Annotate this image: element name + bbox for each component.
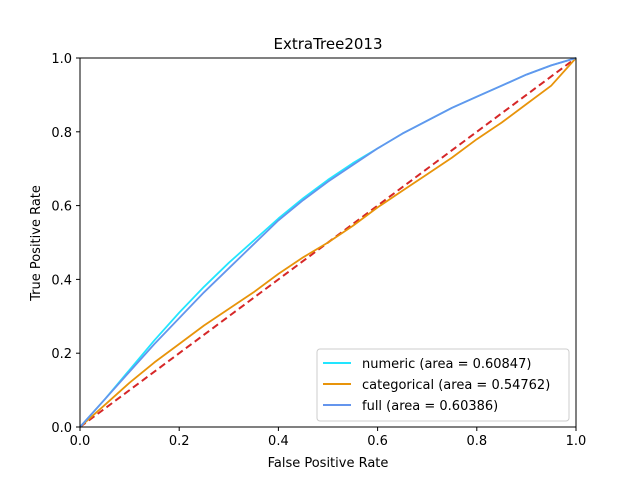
legend-label-2: full (area = 0.60386) bbox=[362, 399, 498, 414]
plot-area bbox=[79, 57, 577, 428]
x-tick-label: 0.6 bbox=[367, 434, 388, 449]
x-tick-label: 1.0 bbox=[566, 434, 587, 449]
y-tick-label: 0.4 bbox=[51, 273, 72, 288]
legend-label-0: numeric (area = 0.60847) bbox=[362, 357, 531, 372]
series-line-1 bbox=[79, 57, 577, 428]
legend-box bbox=[316, 348, 570, 422]
axes-frame bbox=[79, 57, 577, 428]
y-tick-label: 0.6 bbox=[51, 200, 72, 215]
x-axis-title: False Positive Rate bbox=[268, 456, 389, 471]
y-tick-label: 1.0 bbox=[51, 52, 72, 67]
y-axis-title: True Positive Rate bbox=[29, 185, 44, 302]
series-line-2 bbox=[79, 57, 577, 428]
legend-label-1: categorical (area = 0.54762) bbox=[362, 378, 550, 393]
x-tick-label: 0.4 bbox=[268, 434, 289, 449]
y-tick-label: 0.2 bbox=[51, 347, 72, 362]
legend: numeric (area = 0.60847) categorical (are… bbox=[316, 348, 570, 422]
axis-ticks: 0.0 0.2 0.4 0.6 0.8 1.0 0.0 0.2 0.4 0.6 0.8 1.0 bbox=[51, 52, 586, 449]
x-tick-label: 0.0 bbox=[70, 434, 91, 449]
y-tick-label: 0.8 bbox=[51, 126, 72, 141]
x-tick-label: 0.2 bbox=[169, 434, 190, 449]
y-tick-label: 0.0 bbox=[51, 421, 72, 436]
chart-title: ExtraTree2013 bbox=[273, 35, 382, 53]
x-tick-label: 0.8 bbox=[466, 434, 487, 449]
